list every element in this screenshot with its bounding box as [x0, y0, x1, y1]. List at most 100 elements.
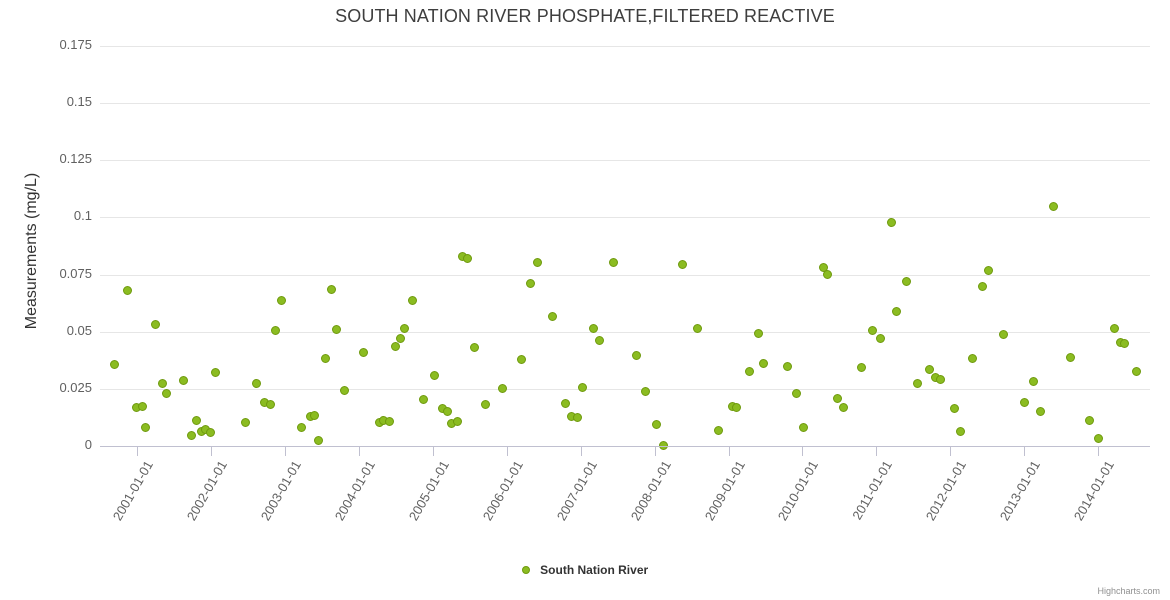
data-point[interactable] [110, 360, 120, 370]
x-axis-tick-label: 2014-01-01 [1070, 458, 1118, 524]
y-axis-tick-label: 0.15 [66, 94, 92, 110]
x-axis-tick-mark [728, 447, 730, 456]
data-point[interactable] [641, 387, 651, 397]
data-point[interactable] [1093, 434, 1103, 444]
data-point[interactable] [525, 278, 535, 288]
data-point[interactable] [561, 398, 571, 408]
data-point[interactable] [713, 425, 723, 435]
data-point[interactable] [823, 269, 833, 279]
data-point[interactable] [978, 281, 988, 291]
data-point[interactable] [758, 358, 768, 368]
data-point[interactable] [339, 385, 349, 395]
data-point[interactable] [532, 257, 542, 267]
data-point[interactable] [516, 354, 526, 364]
data-point[interactable] [1084, 416, 1094, 426]
data-point[interactable] [968, 353, 978, 363]
data-point[interactable] [658, 441, 668, 451]
data-point[interactable] [469, 342, 479, 352]
data-point[interactable] [913, 379, 923, 389]
data-point[interactable] [875, 333, 885, 343]
data-point[interactable] [276, 295, 286, 305]
data-point[interactable] [407, 295, 417, 305]
data-point[interactable] [326, 284, 336, 294]
data-point[interactable] [252, 379, 262, 389]
data-point[interactable] [463, 254, 472, 264]
data-point[interactable] [1065, 352, 1075, 362]
data-point[interactable] [956, 427, 966, 437]
legend-item-south-nation-river[interactable]: South Nation River [521, 562, 648, 577]
data-point[interactable] [390, 341, 400, 351]
data-point[interactable] [1036, 407, 1046, 417]
data-point[interactable] [609, 257, 619, 267]
data-point[interactable] [296, 422, 306, 432]
data-point[interactable] [732, 403, 742, 413]
data-point[interactable] [358, 348, 368, 358]
data-point[interactable] [1049, 201, 1059, 211]
data-point[interactable] [984, 265, 994, 275]
data-point[interactable] [678, 259, 688, 269]
data-point[interactable] [309, 411, 319, 421]
data-point[interactable] [925, 364, 935, 374]
data-point[interactable] [857, 362, 867, 372]
data-point[interactable] [122, 286, 132, 296]
data-point[interactable] [783, 361, 793, 371]
data-point[interactable] [191, 416, 201, 426]
data-point[interactable] [400, 324, 410, 334]
data-point[interactable] [150, 320, 160, 330]
x-axis-tick-label: 2003-01-01 [257, 458, 304, 524]
data-point[interactable] [1028, 377, 1038, 387]
data-point[interactable] [314, 436, 324, 446]
data-point[interactable] [210, 368, 220, 378]
x-axis-tick-mark [950, 447, 952, 456]
data-point[interactable] [241, 417, 251, 427]
data-point[interactable] [651, 420, 661, 430]
data-point[interactable] [902, 277, 912, 287]
data-point[interactable] [418, 394, 428, 404]
data-point[interactable] [265, 400, 275, 410]
data-point[interactable] [384, 416, 394, 426]
data-point[interactable] [205, 428, 215, 438]
data-point[interactable] [481, 399, 491, 409]
data-point[interactable] [1019, 398, 1029, 408]
data-point[interactable] [799, 423, 809, 433]
data-point[interactable] [179, 375, 189, 385]
data-point[interactable] [443, 407, 453, 417]
data-point[interactable] [595, 335, 605, 345]
data-point[interactable] [332, 324, 342, 334]
data-point[interactable] [578, 382, 588, 392]
data-point[interactable] [744, 366, 754, 376]
data-point[interactable] [999, 329, 1009, 339]
data-point[interactable] [452, 416, 462, 426]
data-point[interactable] [548, 311, 558, 321]
data-point[interactable] [396, 334, 406, 344]
data-point[interactable] [1132, 367, 1142, 377]
data-point[interactable] [632, 350, 642, 360]
data-point[interactable] [187, 431, 197, 441]
data-point[interactable] [141, 423, 151, 433]
data-point[interactable] [573, 412, 583, 422]
data-point[interactable] [692, 324, 702, 334]
data-point[interactable] [935, 374, 945, 384]
data-point[interactable] [886, 217, 896, 227]
x-axis-tick-mark [210, 447, 212, 456]
data-point[interactable] [589, 324, 599, 334]
data-point[interactable] [1110, 324, 1119, 334]
data-point[interactable] [832, 393, 842, 403]
data-point[interactable] [429, 371, 439, 381]
data-point[interactable] [321, 353, 331, 363]
data-point[interactable] [162, 389, 172, 399]
data-point[interactable] [753, 329, 763, 339]
data-point[interactable] [137, 401, 147, 411]
data-point[interactable] [1120, 339, 1130, 349]
data-point[interactable] [949, 403, 959, 413]
x-axis-tick-mark [802, 447, 804, 456]
gridline [100, 46, 1150, 47]
data-point[interactable] [838, 403, 848, 413]
data-point[interactable] [891, 306, 901, 316]
y-axis-tick-label: 0.125 [59, 151, 92, 167]
data-point[interactable] [498, 384, 508, 394]
data-point[interactable] [157, 379, 167, 389]
data-point[interactable] [792, 389, 802, 399]
data-point[interactable] [270, 326, 280, 336]
data-point[interactable] [868, 326, 878, 336]
